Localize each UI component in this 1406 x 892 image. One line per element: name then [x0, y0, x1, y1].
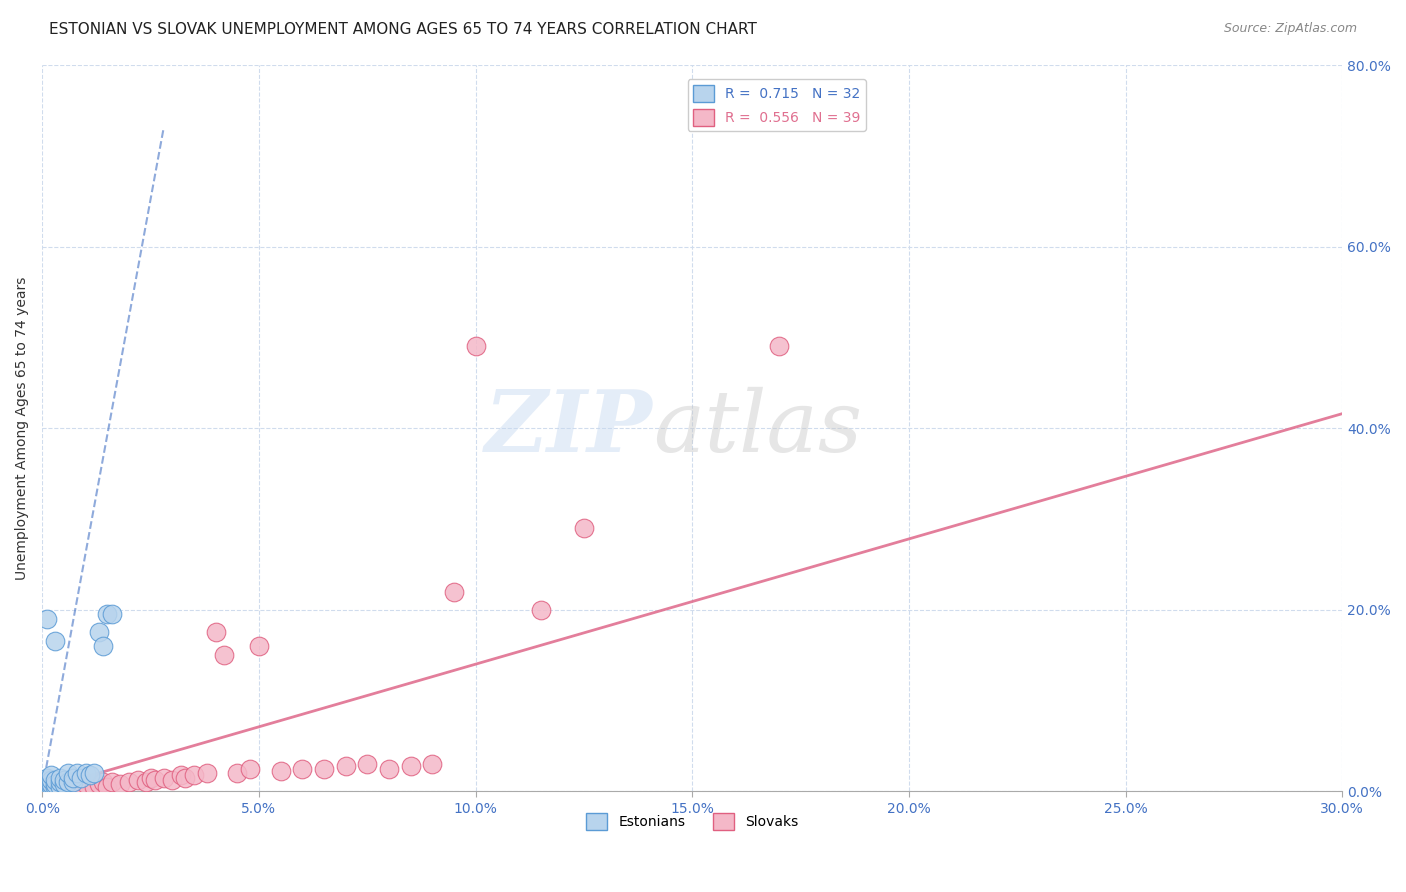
- Point: [35, 773, 58, 788]
- Point: [91, 639, 114, 653]
- Point: [572, 521, 595, 535]
- Point: [174, 771, 197, 785]
- Point: [35, 612, 58, 626]
- Point: [62, 771, 84, 785]
- Point: [39, 780, 62, 794]
- Y-axis label: Unemployment Among Ages 65 to 74 years: Unemployment Among Ages 65 to 74 years: [15, 277, 30, 580]
- Point: [48, 771, 70, 785]
- Point: [139, 771, 162, 785]
- Point: [399, 759, 422, 773]
- Point: [39, 768, 62, 782]
- Point: [75, 777, 97, 791]
- Point: [291, 762, 314, 776]
- Point: [100, 775, 122, 789]
- Point: [464, 339, 486, 353]
- Point: [127, 773, 149, 788]
- Point: [35, 775, 58, 789]
- Point: [83, 780, 105, 794]
- Point: [420, 757, 443, 772]
- Point: [35, 777, 58, 791]
- Point: [239, 762, 262, 776]
- Point: [212, 648, 235, 662]
- Point: [135, 775, 157, 789]
- Point: [226, 766, 249, 780]
- Point: [35, 771, 58, 785]
- Point: [378, 762, 401, 776]
- Text: ZIP: ZIP: [485, 386, 654, 470]
- Point: [443, 584, 465, 599]
- Point: [39, 777, 62, 791]
- Point: [768, 339, 790, 353]
- Point: [52, 780, 75, 794]
- Point: [270, 764, 292, 779]
- Text: ESTONIAN VS SLOVAK UNEMPLOYMENT AMONG AGES 65 TO 74 YEARS CORRELATION CHART: ESTONIAN VS SLOVAK UNEMPLOYMENT AMONG AG…: [49, 22, 756, 37]
- Point: [70, 771, 93, 785]
- Point: [52, 773, 75, 788]
- Point: [91, 775, 114, 789]
- Point: [79, 768, 101, 782]
- Point: [87, 625, 110, 640]
- Point: [62, 775, 84, 789]
- Point: [62, 780, 84, 794]
- Point: [48, 775, 70, 789]
- Point: [66, 780, 89, 794]
- Point: [118, 775, 141, 789]
- Point: [96, 607, 118, 622]
- Text: atlas: atlas: [654, 387, 862, 469]
- Point: [183, 768, 205, 782]
- Point: [170, 768, 193, 782]
- Point: [247, 639, 270, 653]
- Point: [312, 762, 335, 776]
- Point: [52, 777, 75, 791]
- Point: [152, 771, 174, 785]
- Point: [44, 777, 66, 791]
- Point: [48, 780, 70, 794]
- Point: [83, 766, 105, 780]
- Point: [143, 773, 166, 788]
- Point: [58, 775, 80, 789]
- Point: [529, 603, 551, 617]
- Point: [87, 777, 110, 791]
- Point: [356, 757, 378, 772]
- Point: [44, 780, 66, 794]
- Point: [39, 773, 62, 788]
- Point: [160, 773, 183, 788]
- Point: [58, 766, 80, 780]
- Point: [335, 759, 357, 773]
- Point: [100, 607, 122, 622]
- Point: [204, 625, 226, 640]
- Text: Source: ZipAtlas.com: Source: ZipAtlas.com: [1223, 22, 1357, 36]
- Point: [66, 766, 89, 780]
- Point: [44, 773, 66, 788]
- Point: [35, 780, 58, 794]
- Point: [96, 780, 118, 794]
- Legend: Estonians, Slovaks: Estonians, Slovaks: [581, 807, 804, 835]
- Point: [195, 766, 218, 780]
- Point: [75, 766, 97, 780]
- Point: [44, 634, 66, 648]
- Point: [108, 777, 131, 791]
